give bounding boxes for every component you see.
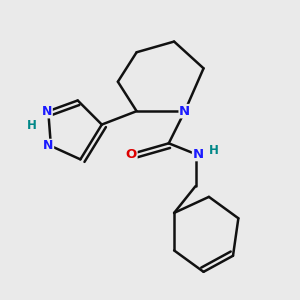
Text: N: N [43,140,53,152]
Text: N: N [179,105,190,118]
Text: N: N [193,148,204,160]
Text: O: O [126,148,137,160]
Text: H: H [209,143,219,157]
Text: H: H [27,119,37,132]
Text: N: N [42,105,52,118]
